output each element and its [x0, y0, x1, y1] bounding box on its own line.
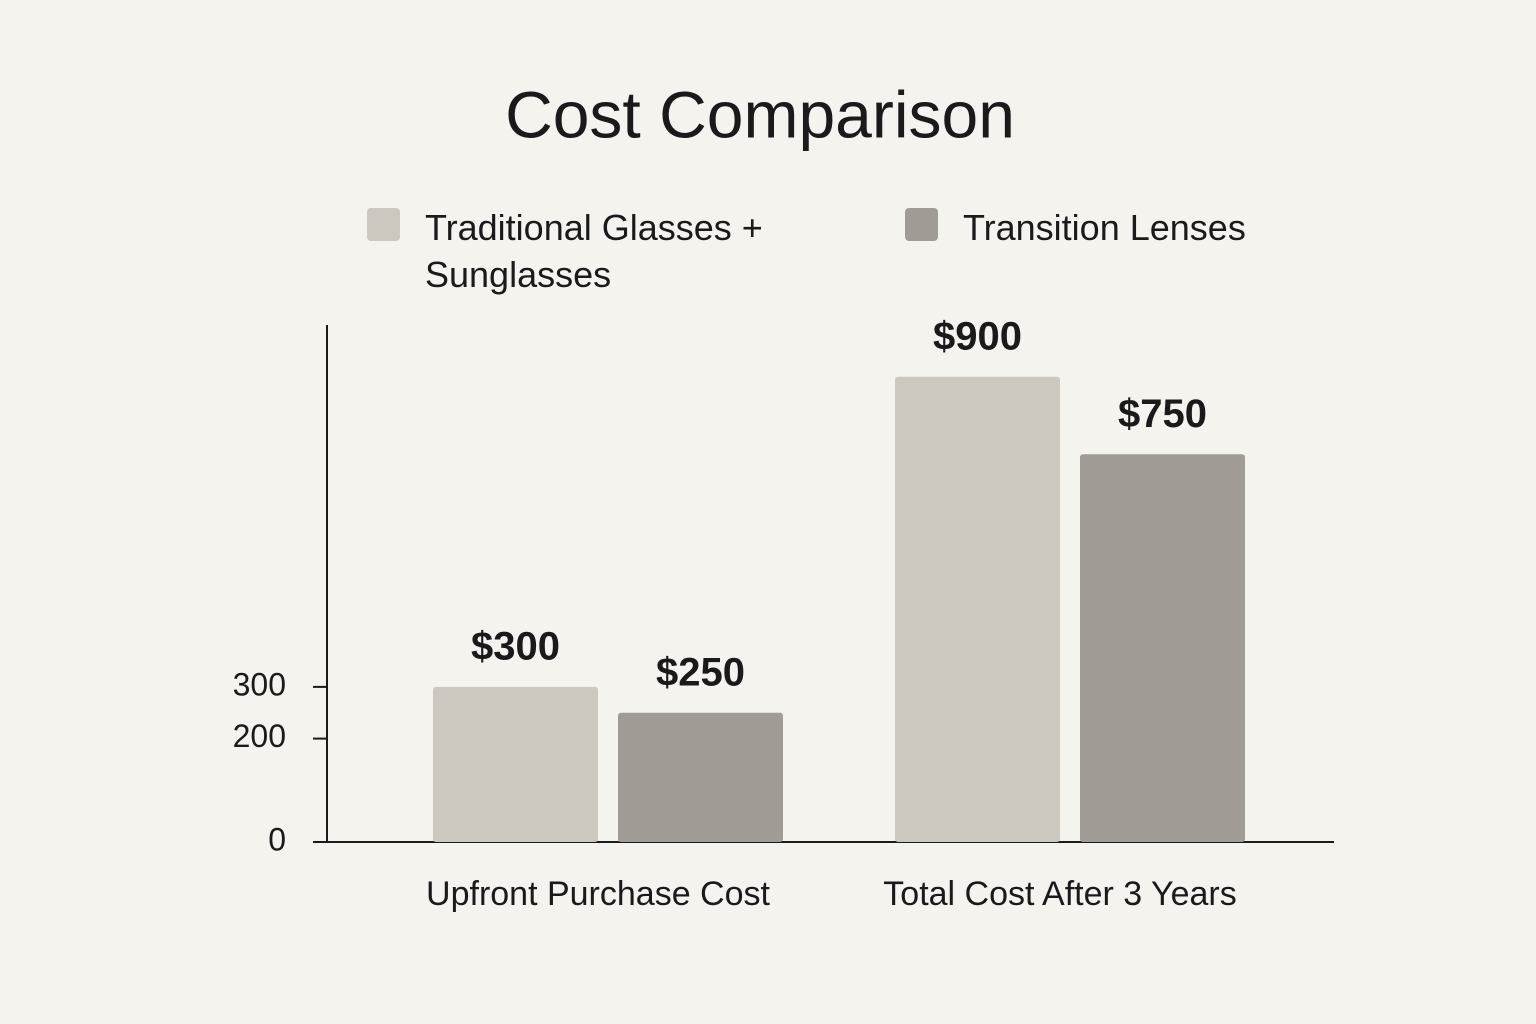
legend-swatch [367, 208, 400, 241]
chart-title: Cost Comparison [505, 77, 1015, 151]
bar [895, 376, 1060, 842]
legend-swatch [905, 208, 938, 241]
value-label: $300 [471, 624, 560, 668]
y-tick-label: 300 [233, 666, 286, 702]
value-label: $250 [656, 650, 745, 694]
legend-item: Transition Lenses [905, 204, 1246, 251]
bar [433, 686, 598, 842]
value-label: $900 [933, 314, 1022, 358]
legend-label: Transition Lenses [963, 207, 1246, 248]
x-tick-label: Total Cost After 3 Years [883, 875, 1236, 913]
legend-item: Traditional Glasses + Sunglasses [367, 204, 825, 298]
y-tick-label: 0 [268, 821, 286, 857]
value-label: $750 [1118, 392, 1207, 436]
bar [1080, 454, 1245, 842]
legend-label: Traditional Glasses + Sunglasses [425, 207, 763, 295]
y-tick-label: 200 [233, 718, 286, 754]
x-tick-label: Upfront Purchase Cost [426, 875, 770, 913]
bar [618, 712, 783, 842]
